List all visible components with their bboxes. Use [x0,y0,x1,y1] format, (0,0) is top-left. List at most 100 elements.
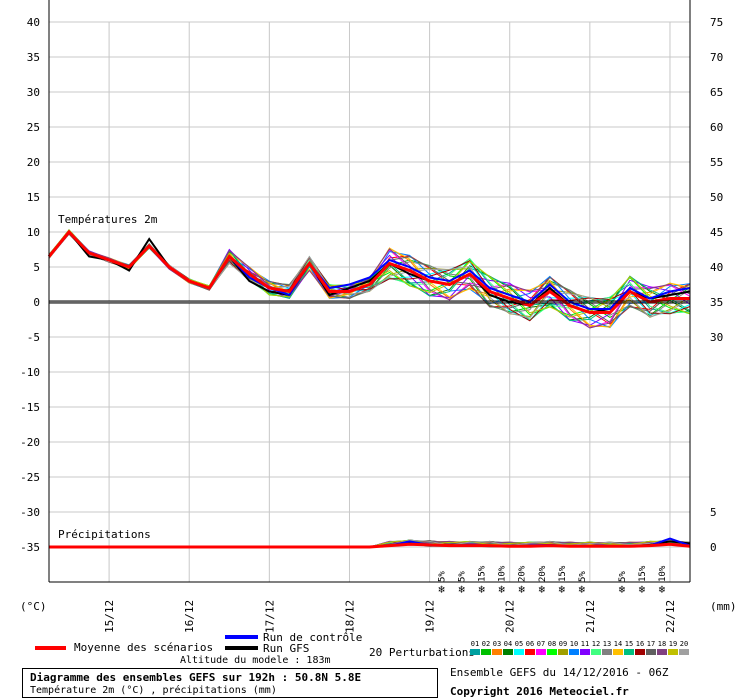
perturbation-swatch [558,649,568,655]
x-tick-label: 20/12 [504,600,517,633]
y-right-tick-label: 55 [710,156,723,169]
perturbation-id-label: 07 [537,640,545,648]
snowflake-icon: ❄ [498,583,505,596]
altitude-label: Altitude du modele : 183m [180,655,331,666]
x-tick-label: 16/12 [183,600,196,633]
perturbation-swatch [635,649,645,655]
snowflake-icon: ❄ [659,583,666,596]
y-left-tick-label: 15 [27,191,40,204]
right-unit-label: (mm) [710,600,737,613]
perturbation-swatch [503,649,513,655]
legend-mean-label: Moyenne des scénarios [74,641,213,654]
snow-probability-label: 10% [658,565,668,582]
perturbation-id-label: 19 [669,640,677,648]
perturbation-swatch [569,649,579,655]
perturbation-swatch [602,649,612,655]
perturbation-id-label: 11 [581,640,589,648]
y-right-tick-label: 60 [710,121,723,134]
y-right-tick-label: 0 [710,541,717,554]
legend-control-label: Run de contrôle [263,631,362,644]
snowflake-icon: ❄ [558,583,565,596]
snow-probability-label: 15% [558,565,568,582]
x-tick-label: 18/12 [343,600,356,633]
y-left-tick-label: 30 [27,86,40,99]
perturbation-id-label: 13 [603,640,611,648]
y-right-tick-label: 40 [710,261,723,274]
tick-labels: 4035302520151050-5-10-15-20-25-30-357570… [20,16,723,633]
perturbation-id-label: 15 [625,640,633,648]
perturbation-swatch [591,649,601,655]
snowflake-icon: ❄ [478,583,485,596]
perturbation-swatch [580,649,590,655]
snow-probability-label: 15% [638,565,648,582]
snow-probability-label: 15% [478,565,488,582]
perturbation-swatch [679,649,689,655]
y-right-tick-label: 30 [710,331,723,344]
perturbation-id-label: 08 [548,640,556,648]
y-left-tick-label: -25 [20,471,40,484]
perturbation-swatch [514,649,524,655]
perturbation-id-label: 05 [515,640,523,648]
perturbation-swatch [536,649,546,655]
perturbation-swatch [470,649,480,655]
y-left-tick-label: 20 [27,156,40,169]
y-right-tick-label: 35 [710,296,723,309]
copyright: Copyright 2016 Meteociel.fr [450,685,629,698]
x-tick-label: 17/12 [263,600,276,633]
y-left-tick-label: -5 [27,331,40,344]
y-right-tick-label: 5 [710,506,717,519]
perturbation-swatch [547,649,557,655]
perturbation-swatch [525,649,535,655]
snow-probability-label: 5% [578,571,588,582]
perturbation-swatch [668,649,678,655]
snowflake-icon: ❄ [518,583,525,596]
y-left-tick-label: -35 [20,541,40,554]
snow-probability-label: 20% [518,565,528,582]
snowflake-icon: ❄ [639,583,646,596]
perturbation-swatch [492,649,502,655]
diagram-title: Diagramme des ensembles GEFS sur 192h : … [30,671,362,684]
snow-probability-label: 5% [458,571,468,582]
y-right-tick-label: 45 [710,226,723,239]
snowflake-icon: ❄ [458,583,465,596]
snow-probability-labels: 5%❄5%❄15%❄10%❄20%❄20%❄15%❄5%❄5%❄15%❄10%❄ [438,565,668,596]
y-right-tick-label: 65 [710,86,723,99]
axes [48,0,691,583]
precipitation-label: Précipitations [58,528,151,541]
perturbation-id-label: 03 [493,640,501,648]
perturbation-id-label: 09 [559,640,567,648]
perturbation-swatch [481,649,491,655]
y-left-tick-label: -30 [20,506,40,519]
snow-probability-label: 10% [498,565,508,582]
y-left-tick-label: -10 [20,366,40,379]
y-right-tick-label: 75 [710,16,723,29]
perturbation-id-label: 18 [658,640,666,648]
diagram-subtitle: Température 2m (°C) , précipitations (mm… [30,685,277,696]
y-left-tick-label: 25 [27,121,40,134]
snow-probability-label: 20% [538,565,548,582]
grid [49,21,690,582]
perturbation-id-label: 14 [614,640,622,648]
perturbation-id-label: 20 [680,640,688,648]
perturbation-19-temp-line [48,229,691,318]
temperature-label: Températures 2m [58,213,158,226]
y-right-tick-label: 50 [710,191,723,204]
main-series-lines [47,229,691,549]
left-unit-label: (°C) [20,600,47,613]
ensemble-run-label: Ensemble GEFS du 14/12/2016 - 06Z [450,666,669,679]
legend: Moyenne des scénarios Run de contrôle Ru… [35,631,689,659]
y-right-tick-label: 70 [710,51,723,64]
perturbation-id-label: 06 [526,640,534,648]
snowflake-icon: ❄ [438,583,445,596]
y-left-tick-label: 5 [33,261,40,274]
snow-probability-label: 5% [618,571,628,582]
perturbations-label: 20 Perturbations [369,646,475,659]
perturbation-id-label: 02 [482,640,490,648]
series-0-precip-line [49,542,691,549]
perturbation-id-label: 16 [636,640,644,648]
series-0-temp-line [47,229,690,314]
snow-probability-label: 5% [438,571,448,582]
y-left-tick-label: 10 [27,226,40,239]
perturbation-swatch [624,649,634,655]
y-left-tick-label: 0 [33,296,40,309]
